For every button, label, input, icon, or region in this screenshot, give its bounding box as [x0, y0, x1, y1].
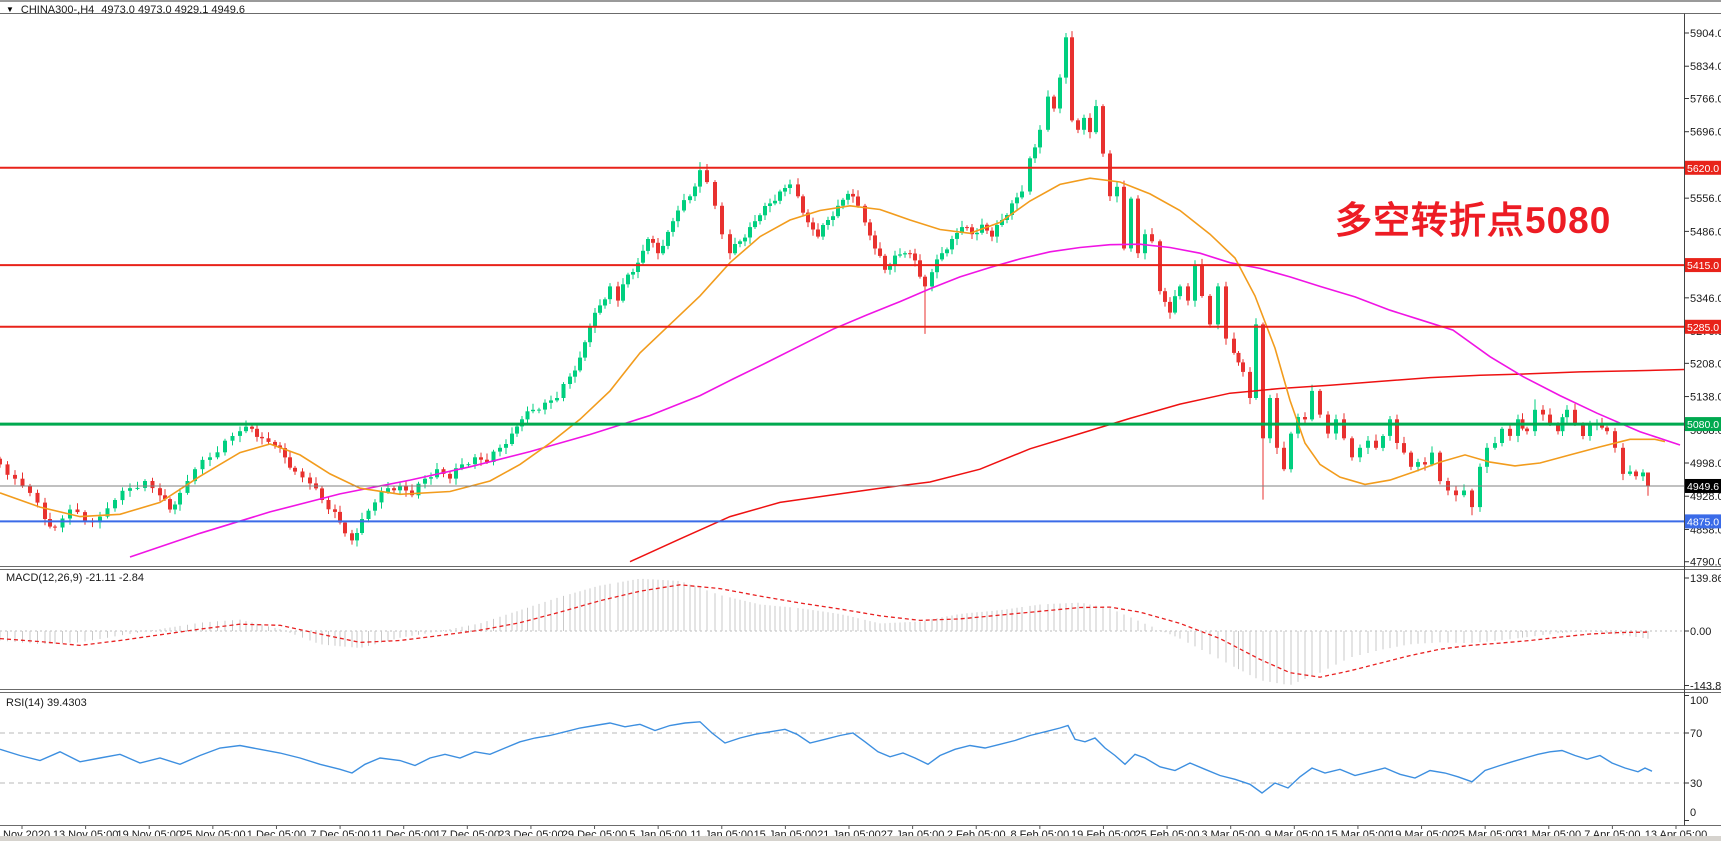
svg-text:5620.0: 5620.0	[1687, 163, 1719, 175]
svg-text:70: 70	[1690, 728, 1702, 740]
price-axis-scale[interactable]	[1684, 14, 1721, 826]
dropdown-arrow-icon[interactable]: ▼	[6, 5, 14, 14]
candles-group	[0, 31, 1650, 547]
svg-text:5415.0: 5415.0	[1687, 260, 1719, 272]
panel-borders-group	[0, 13, 1721, 826]
svg-text:4928.0: 4928.0	[1690, 491, 1721, 503]
svg-text:5834.0: 5834.0	[1690, 61, 1721, 73]
svg-text:5486.0: 5486.0	[1690, 226, 1721, 238]
svg-text:4998.0: 4998.0	[1690, 458, 1721, 470]
symbol-title-bar: ▼ CHINA300-,H4 4973.0 4973.0 4929.1 4949…	[6, 4, 245, 16]
moving-averages-group	[0, 177, 1685, 563]
svg-text:5696.0: 5696.0	[1690, 127, 1721, 139]
chart-annotation-text[interactable]: 多空转折点5080	[1335, 200, 1612, 241]
svg-text:5080.0: 5080.0	[1687, 419, 1719, 431]
svg-text:4790.0: 4790.0	[1690, 557, 1721, 569]
svg-text:139.86: 139.86	[1690, 573, 1721, 585]
svg-text:5285.0: 5285.0	[1687, 322, 1719, 334]
svg-text:4949.6: 4949.6	[1687, 481, 1719, 493]
svg-text:100: 100	[1690, 695, 1708, 707]
svg-text:5766.0: 5766.0	[1690, 93, 1721, 105]
svg-text:5346.0: 5346.0	[1690, 293, 1721, 305]
svg-text:5138.0: 5138.0	[1690, 392, 1721, 404]
svg-text:5556.0: 5556.0	[1690, 193, 1721, 205]
rsi-panel-group	[0, 721, 1684, 794]
macd-panel-group	[0, 578, 1684, 685]
macd-indicator-label: MACD(12,26,9) -21.11 -2.84	[6, 572, 144, 584]
macd-axis-group: 139.86 0.00 -143.82	[1684, 573, 1721, 693]
svg-text:0.00: 0.00	[1690, 626, 1711, 638]
window-bottom-strip	[0, 836, 1721, 841]
svg-text:0: 0	[1690, 807, 1696, 819]
svg-text:4875.0: 4875.0	[1687, 516, 1719, 528]
symbol-period-label: CHINA300-,H4	[20, 4, 95, 16]
svg-text:30: 30	[1690, 778, 1702, 790]
ohlc-values-label: 4973.0 4973.0 4929.1 4949.6	[101, 4, 246, 16]
window-top-border	[0, 0, 1721, 2]
price-axis-labels-group: 5904.0 5834.0 5766.0 5696.0 5556.0 5486.0 5346…	[1684, 28, 1721, 569]
rsi-indicator-label: RSI(14) 39.4303	[6, 697, 87, 709]
svg-text:5208.0: 5208.0	[1690, 358, 1721, 370]
rsi-axis-group: 100 70 30 0	[1684, 695, 1708, 821]
svg-text:5904.0: 5904.0	[1690, 28, 1721, 40]
svg-text:-143.82: -143.82	[1690, 681, 1721, 693]
horizontal-levels-group	[0, 166, 1684, 523]
